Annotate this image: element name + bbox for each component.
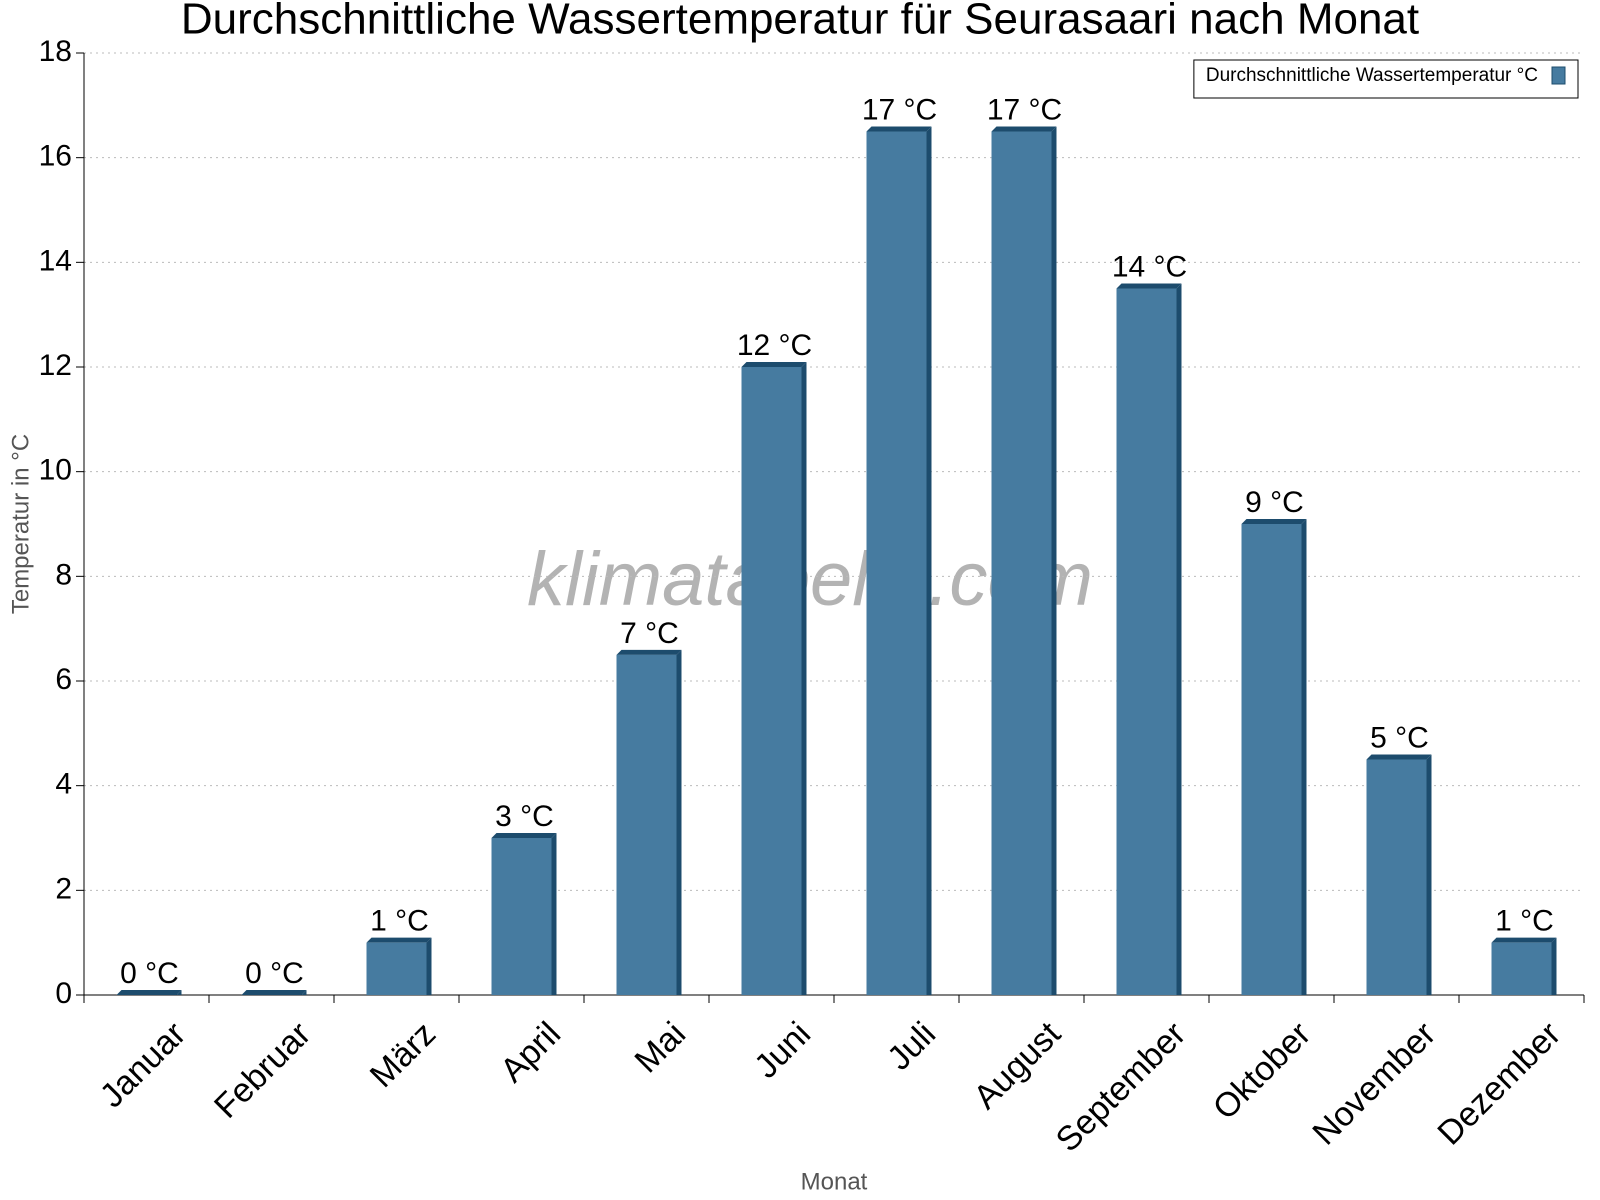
bar-side <box>1301 519 1307 995</box>
y-tick-label: 6 <box>55 663 72 696</box>
legend: Durchschnittliche Wassertemperatur °C <box>1193 59 1579 99</box>
data-label: 0 °C <box>245 957 304 990</box>
bar-top <box>616 649 682 655</box>
bar-side <box>1426 754 1432 995</box>
bar-top <box>491 833 557 838</box>
bar-top <box>866 126 932 132</box>
data-label: 7 °C <box>620 617 679 650</box>
y-tick-label: 2 <box>55 872 72 905</box>
bar-top <box>1366 754 1432 760</box>
chart-title: Durchschnittliche Wassertemperatur für S… <box>181 0 1419 44</box>
bar-top <box>241 990 307 995</box>
data-label: 12 °C <box>737 329 812 362</box>
bar <box>991 131 1052 995</box>
bar-side <box>676 649 682 995</box>
bar <box>1366 759 1427 995</box>
bar <box>1241 524 1302 995</box>
data-label: 5 °C <box>1370 721 1429 754</box>
y-tick-label: 14 <box>39 244 72 277</box>
bar-top <box>991 126 1057 132</box>
legend-label: Durchschnittliche Wassertemperatur °C <box>1206 65 1538 86</box>
y-tick-label: 4 <box>55 768 72 801</box>
bar-top <box>741 362 807 367</box>
bar-side <box>551 833 557 995</box>
data-label: 0 °C <box>120 957 179 990</box>
y-tick-label: 18 <box>39 35 72 68</box>
data-label: 1 °C <box>1495 905 1554 938</box>
bar <box>491 838 552 995</box>
bar-top <box>1116 283 1182 289</box>
data-label: 17 °C <box>987 93 1062 126</box>
bar <box>1491 942 1552 995</box>
data-label: 14 °C <box>1112 250 1187 283</box>
y-tick-label: 16 <box>39 140 72 173</box>
data-label: 1 °C <box>370 905 429 938</box>
bar-top <box>116 990 182 995</box>
bar-side <box>801 362 807 995</box>
y-tick-label: 0 <box>55 977 72 1010</box>
bar-side <box>926 126 932 995</box>
y-axis-title: Temperatur in °C <box>7 434 34 614</box>
bar-top <box>366 937 432 943</box>
bar-top <box>1491 937 1557 943</box>
data-label: 3 °C <box>495 800 554 833</box>
bar <box>1116 288 1177 995</box>
y-tick-label: 10 <box>39 454 72 487</box>
bar-side <box>1551 937 1557 995</box>
x-axis-title: Monat <box>801 1168 868 1195</box>
bar-side <box>1051 126 1057 995</box>
data-label: 17 °C <box>862 93 937 126</box>
bar <box>741 367 802 995</box>
legend-swatch <box>1551 66 1566 85</box>
bar <box>366 942 427 995</box>
bar-side <box>1176 283 1182 995</box>
y-tick-label: 8 <box>55 558 72 591</box>
bar <box>866 131 927 995</box>
bar-side <box>426 937 432 995</box>
legend-box <box>1193 59 1579 99</box>
bar-top <box>1241 519 1307 524</box>
bar <box>616 654 677 995</box>
y-tick-label: 12 <box>39 349 72 382</box>
data-label: 9 °C <box>1245 486 1304 519</box>
